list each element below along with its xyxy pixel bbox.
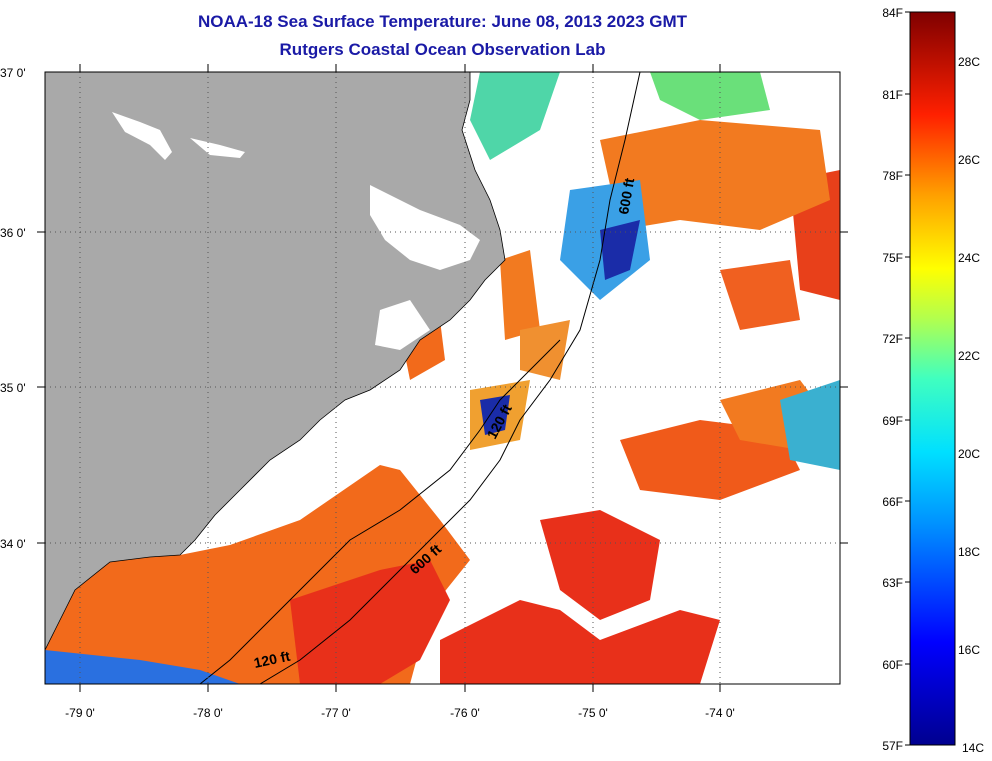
cb-c-22: 22C <box>958 349 980 363</box>
lon-label-79: -79 0' <box>65 706 95 720</box>
lat-label-35: 35 0' <box>0 381 26 395</box>
lat-label-34: 34 0' <box>0 537 26 551</box>
depth-label-600-north: 600 ft <box>615 176 637 215</box>
cb-c-20: 20C <box>958 447 980 461</box>
colorbar-ticks <box>905 11 910 746</box>
colorbar-f-labels: 84F 81F 78F 75F 72F 69F 66F 63F 60F 57F <box>882 6 903 753</box>
lon-label-75: -75 0' <box>578 706 608 720</box>
cb-c-18: 18C <box>958 545 980 559</box>
cb-f-84: 84F <box>882 6 903 20</box>
depth-label-120-south: 120 ft <box>252 648 291 671</box>
plot-frame <box>44 71 841 685</box>
cb-c-28: 28C <box>958 55 980 69</box>
sst-warm-region <box>45 120 840 684</box>
sst-cool-region <box>45 72 840 684</box>
map-title: NOAA-18 Sea Surface Temperature: June 08… <box>197 12 688 31</box>
lat-label-36: 36 0' <box>0 226 26 240</box>
cb-f-60: 60F <box>882 658 903 672</box>
cb-f-63: 63F <box>882 576 903 590</box>
lon-label-78: -78 0' <box>193 706 223 720</box>
axis-ticks <box>37 64 848 692</box>
lat-label-37: 37 0' <box>0 66 26 80</box>
lon-label-76: -76 0' <box>450 706 480 720</box>
cb-f-75: 75F <box>882 251 903 265</box>
lon-label-74: -74 0' <box>705 706 735 720</box>
map-subtitle: Rutgers Coastal Ocean Observation Lab <box>279 40 606 59</box>
cb-f-57: 57F <box>882 739 903 753</box>
graticule <box>45 72 840 684</box>
lon-label-77: -77 0' <box>321 706 351 720</box>
cb-c-14: 14C <box>962 741 984 755</box>
depth-contours <box>199 72 641 684</box>
colorbar-c-labels: 28C 26C 24C 22C 20C 18C 16C 14C <box>958 55 984 755</box>
inland-waters <box>112 112 480 350</box>
cb-f-66: 66F <box>882 495 903 509</box>
cb-c-24: 24C <box>958 251 980 265</box>
cb-c-26: 26C <box>958 153 980 167</box>
cb-f-69: 69F <box>882 414 903 428</box>
colorbar <box>909 11 956 746</box>
cb-c-16: 16C <box>958 643 980 657</box>
cb-f-81: 81F <box>882 88 903 102</box>
cb-f-78: 78F <box>882 169 903 183</box>
cb-f-72: 72F <box>882 332 903 346</box>
